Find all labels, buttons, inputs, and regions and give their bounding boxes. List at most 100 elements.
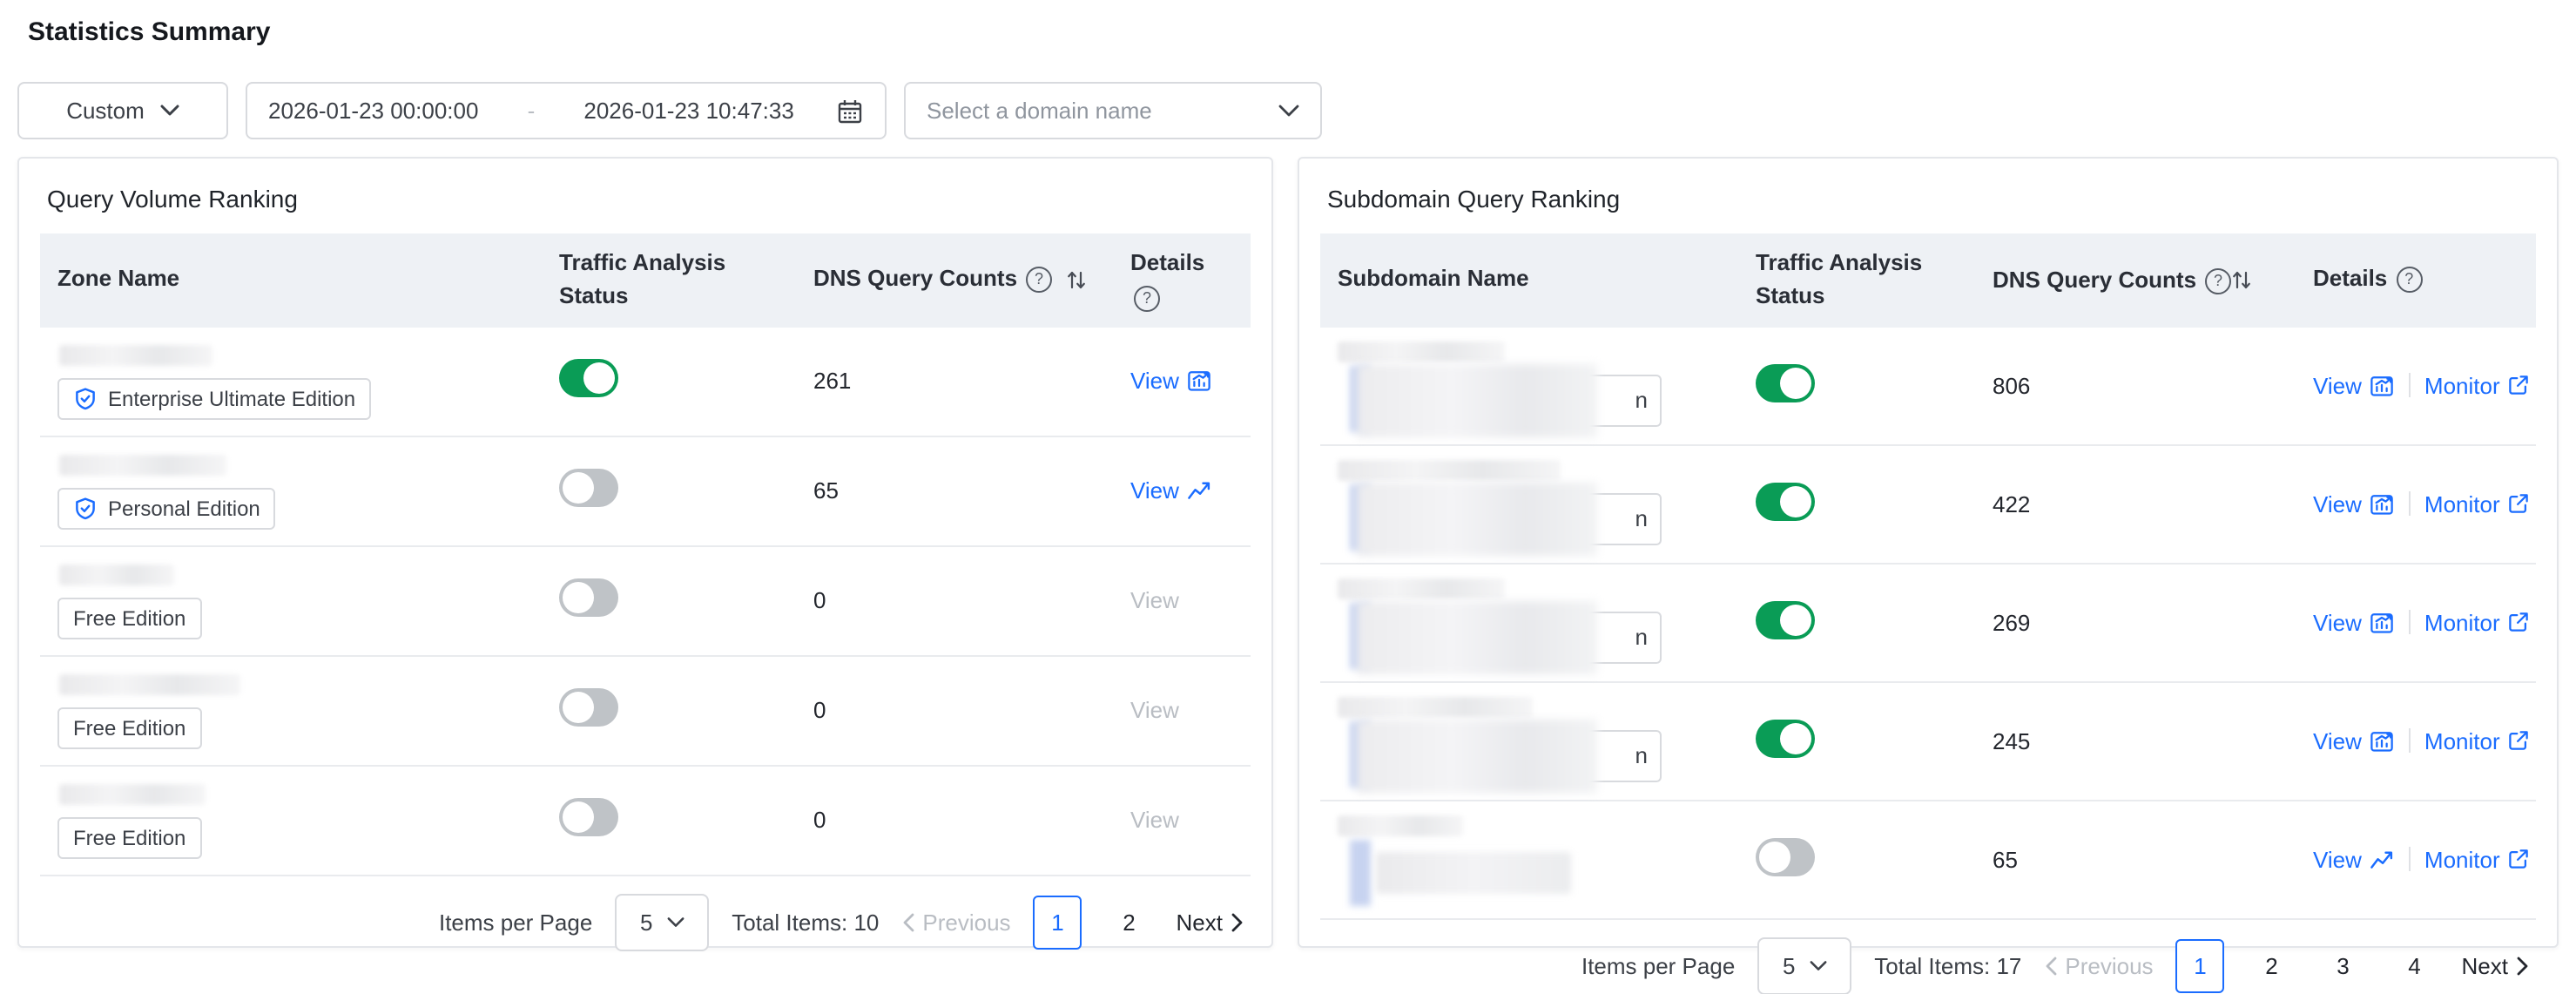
panel-title: Query Volume Ranking — [47, 185, 298, 213]
page-button-1[interactable]: 1 — [2175, 938, 2225, 993]
view-link[interactable]: View — [2313, 727, 2395, 754]
zone-name-redacted — [59, 454, 226, 476]
traffic-analysis-toggle[interactable] — [559, 688, 618, 727]
edition-tag-redacted: n — [1357, 363, 1662, 437]
help-icon[interactable] — [2205, 267, 2232, 294]
previous-button: Previous — [901, 909, 1011, 935]
bar-chart-icon — [2369, 490, 2395, 517]
view-link[interactable]: View — [1130, 477, 1212, 504]
chevron-down-icon — [160, 105, 179, 117]
col-details: Details — [1113, 248, 1251, 313]
col-details: Details — [2296, 264, 2536, 297]
total-items: Total Items: 17 — [1874, 952, 2022, 979]
monitor-link[interactable]: Monitor — [2424, 609, 2532, 635]
traffic-analysis-toggle[interactable] — [1756, 719, 1815, 758]
view-link[interactable]: View — [2313, 490, 2395, 517]
shield-icon-redacted — [1350, 839, 1371, 906]
chevron-down-icon — [1278, 104, 1299, 118]
view-link[interactable]: View — [1130, 368, 1212, 394]
traffic-analysis-toggle[interactable] — [559, 469, 618, 508]
col-traffic-analysis-status: Traffic Analysis Status — [1756, 249, 1923, 308]
subdomain-name-redacted — [1338, 815, 1721, 906]
table-header-row: Subdomain Name Traffic Analysis Status D… — [1320, 233, 2536, 328]
subdomain-query-table: Subdomain Name Traffic Analysis Status D… — [1320, 233, 2536, 920]
chevron-down-icon — [1810, 959, 1827, 971]
bar-chart-icon — [1186, 368, 1212, 394]
edition-badge: Free Edition — [57, 597, 202, 639]
chevron-right-icon — [1231, 912, 1244, 931]
subdomain-name-redacted: n — [1338, 696, 1721, 793]
view-link[interactable]: View — [2313, 609, 2395, 635]
subdomain-query-ranking-panel: Subdomain Query Ranking Subdomain Name T… — [1298, 157, 2559, 994]
subdomain-name-redacted: n — [1338, 341, 1721, 437]
edition-tag-redacted: n — [1357, 600, 1662, 674]
help-icon[interactable] — [1026, 267, 1053, 294]
table-row: n 422 View Monitor — [1320, 445, 2536, 565]
view-link[interactable]: View — [2313, 846, 2395, 872]
monitor-link[interactable]: Monitor — [2424, 846, 2532, 872]
traffic-analysis-toggle[interactable] — [559, 359, 618, 398]
col-dns-query-counts[interactable]: DNS Query Counts — [796, 264, 1113, 297]
chevron-down-icon — [667, 916, 684, 928]
domain-select-placeholder: Select a domain name — [927, 98, 1152, 124]
table-row: Free Edition 0 View — [40, 656, 1251, 767]
shield-check-icon — [73, 386, 98, 410]
page-button-1[interactable]: 1 — [1033, 895, 1082, 950]
monitor-link[interactable]: Monitor — [2424, 372, 2532, 398]
next-button[interactable]: Next — [2462, 952, 2529, 978]
view-link-disabled: View — [1130, 807, 1179, 834]
page-button-4[interactable]: 4 — [2408, 952, 2421, 979]
divider — [2408, 610, 2411, 635]
edition-label: Free Edition — [73, 605, 186, 631]
external-link-icon — [2507, 728, 2532, 753]
table-row: Enterprise Ultimate Edition 261 View — [40, 327, 1251, 437]
traffic-analysis-toggle[interactable] — [1756, 482, 1815, 521]
page-size-select[interactable]: 5 — [615, 893, 710, 951]
traffic-analysis-toggle[interactable] — [559, 798, 618, 837]
dns-query-count: 261 — [813, 368, 852, 395]
view-link[interactable]: View — [2313, 372, 2395, 398]
page-button-2[interactable]: 2 — [2265, 952, 2278, 979]
monitor-link[interactable]: Monitor — [2424, 727, 2532, 754]
traffic-analysis-toggle[interactable] — [559, 578, 618, 618]
bar-chart-icon — [2369, 609, 2395, 635]
dns-query-count: 269 — [1993, 609, 2031, 636]
page-button-3[interactable]: 3 — [2337, 952, 2350, 979]
edition-label: Personal Edition — [108, 496, 260, 521]
edition-label: Free Edition — [73, 715, 186, 740]
domain-select[interactable]: Select a domain name — [904, 82, 1322, 139]
zone-name-redacted — [59, 673, 240, 695]
col-dns-query-counts[interactable]: DNS Query Counts — [1975, 263, 2296, 298]
dns-query-count: 422 — [1993, 490, 2031, 517]
page-button-2[interactable]: 2 — [1123, 909, 1136, 936]
dns-query-count: 0 — [813, 587, 826, 614]
date-start: 2026-01-23 00:00:00 — [268, 98, 479, 124]
view-link-disabled: View — [1130, 697, 1179, 724]
time-range-select[interactable]: Custom — [17, 82, 228, 139]
sort-arrows-icon[interactable] — [1066, 269, 1087, 292]
external-link-icon — [2507, 373, 2532, 397]
date-range-picker[interactable]: 2026-01-23 00:00:00 - 2026-01-23 10:47:3… — [246, 82, 887, 139]
next-button[interactable]: Next — [1177, 909, 1244, 935]
traffic-analysis-toggle[interactable] — [1756, 363, 1815, 402]
zone-name-redacted — [59, 564, 174, 585]
help-icon[interactable] — [2396, 267, 2423, 294]
external-link-icon — [2507, 491, 2532, 516]
traffic-analysis-toggle[interactable] — [1756, 837, 1815, 876]
traffic-analysis-toggle[interactable] — [1756, 600, 1815, 639]
date-end: 2026-01-23 10:47:33 — [583, 98, 794, 124]
edition-tag-redacted: n — [1357, 482, 1662, 556]
edition-tag-redacted: n — [1357, 719, 1662, 793]
help-icon[interactable] — [1134, 286, 1160, 313]
edition-label: Free Edition — [73, 825, 186, 850]
divider — [2408, 373, 2411, 398]
dns-query-count: 0 — [813, 697, 826, 724]
shield-check-icon — [73, 496, 98, 520]
previous-button: Previous — [2044, 952, 2154, 978]
table-row: Free Edition 0 View — [40, 546, 1251, 657]
sort-arrows-icon[interactable] — [2231, 268, 2252, 291]
page-size-select[interactable]: 5 — [1757, 937, 1852, 994]
bar-chart-icon — [2369, 727, 2395, 754]
monitor-link[interactable]: Monitor — [2424, 490, 2532, 517]
pagination: Items per Page 5 Total Items: 10 Previou… — [19, 876, 1271, 951]
